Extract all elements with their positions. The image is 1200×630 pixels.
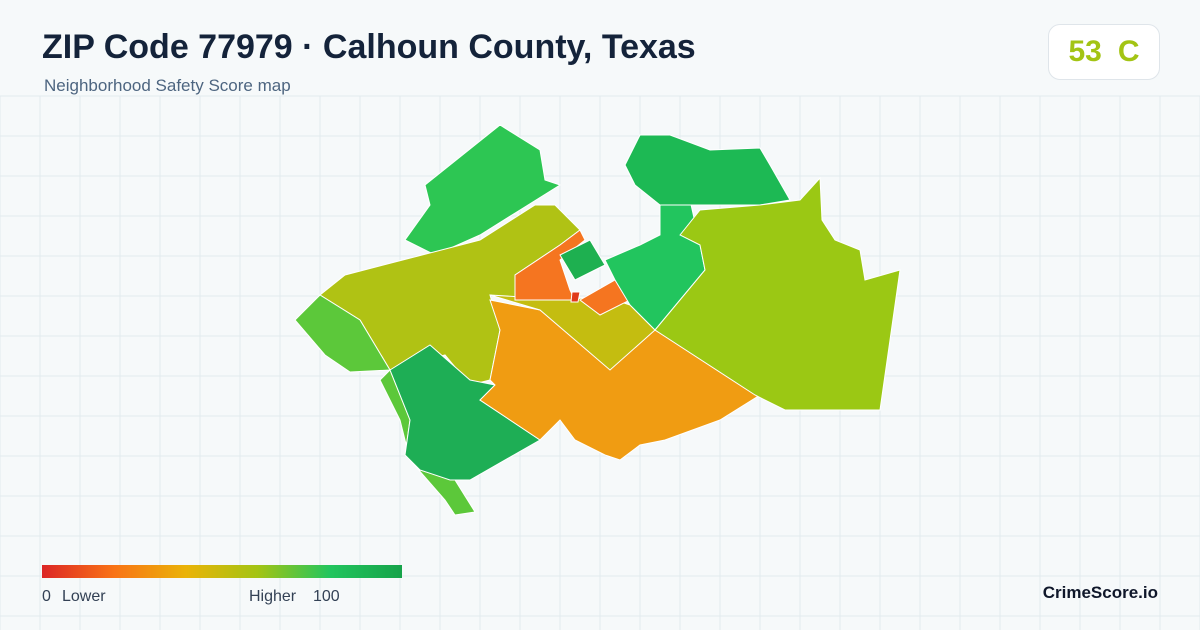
score-badge: 53 C: [1048, 24, 1160, 80]
subtitle: Neighborhood Safety Score map: [44, 76, 291, 95]
region: [559, 239, 606, 281]
brand: CrimeScore.io: [1042, 583, 1158, 602]
region: [514, 229, 586, 301]
title: ZIP Code 77979 · Calhoun County, Texas: [42, 28, 696, 66]
region: [570, 291, 581, 303]
region: [654, 176, 901, 411]
score-grade: C: [1117, 35, 1140, 68]
legend-max-label: Higher: [249, 588, 297, 605]
legend-gradient: [42, 565, 402, 578]
score-value: 53: [1068, 35, 1102, 68]
region: [389, 344, 541, 481]
region: [624, 134, 791, 206]
region: [404, 124, 562, 256]
legend-max: 100: [313, 588, 340, 605]
legend-min-label: Lower: [62, 588, 106, 605]
legend-min: 0: [42, 588, 51, 605]
